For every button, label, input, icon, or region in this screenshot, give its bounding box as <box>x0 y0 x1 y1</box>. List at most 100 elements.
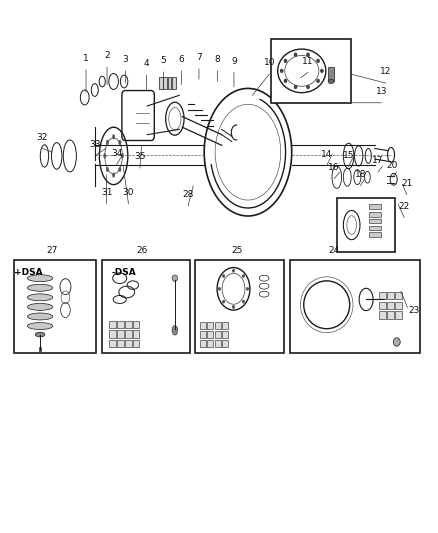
Text: 1: 1 <box>83 54 89 63</box>
Bar <box>172 77 175 90</box>
Text: 12: 12 <box>379 67 391 76</box>
Bar <box>133 330 139 338</box>
Bar <box>214 341 220 348</box>
Bar <box>199 341 205 348</box>
Text: 35: 35 <box>134 152 145 161</box>
Bar <box>386 311 393 319</box>
Ellipse shape <box>106 167 109 172</box>
Bar <box>109 330 116 338</box>
Bar <box>207 341 213 348</box>
Bar <box>117 330 124 338</box>
Ellipse shape <box>306 85 309 89</box>
Bar <box>39 348 41 353</box>
Text: 8: 8 <box>214 55 220 64</box>
Bar <box>163 77 166 90</box>
Bar <box>222 322 228 329</box>
Ellipse shape <box>241 274 244 278</box>
Ellipse shape <box>222 274 224 278</box>
Ellipse shape <box>320 69 323 72</box>
Ellipse shape <box>172 275 177 281</box>
Text: 11: 11 <box>301 56 313 66</box>
Text: 4: 4 <box>143 59 149 68</box>
Bar <box>214 322 220 329</box>
Ellipse shape <box>316 59 319 63</box>
Bar <box>117 321 124 328</box>
Bar <box>378 311 385 319</box>
Ellipse shape <box>279 69 283 72</box>
Text: 2: 2 <box>104 51 110 60</box>
Text: 31: 31 <box>101 188 112 197</box>
Bar <box>109 340 116 348</box>
Bar <box>378 302 385 309</box>
Text: -DSA: -DSA <box>112 268 136 277</box>
Ellipse shape <box>246 287 248 290</box>
Ellipse shape <box>27 303 53 310</box>
Bar <box>368 225 381 230</box>
Bar <box>109 321 116 328</box>
Ellipse shape <box>118 167 121 172</box>
Ellipse shape <box>283 79 286 83</box>
Bar <box>199 332 205 338</box>
Bar <box>195 260 284 353</box>
Text: 3: 3 <box>122 55 128 64</box>
Bar <box>378 292 385 300</box>
Text: 28: 28 <box>182 190 193 199</box>
Ellipse shape <box>232 305 234 309</box>
Ellipse shape <box>103 154 106 158</box>
Ellipse shape <box>106 140 109 145</box>
Ellipse shape <box>27 322 53 329</box>
Bar <box>125 340 131 348</box>
Bar <box>159 77 162 90</box>
Bar <box>117 340 124 348</box>
Text: 10: 10 <box>263 58 275 67</box>
Text: 24: 24 <box>328 246 339 255</box>
Ellipse shape <box>27 294 53 301</box>
Bar <box>133 340 139 348</box>
Bar <box>102 260 189 353</box>
Text: 33: 33 <box>89 140 100 149</box>
Text: 27: 27 <box>46 246 58 255</box>
Text: 21: 21 <box>400 179 412 188</box>
Bar <box>394 302 401 309</box>
Text: 6: 6 <box>178 55 184 64</box>
Ellipse shape <box>218 287 220 290</box>
Text: 23: 23 <box>408 305 419 314</box>
Text: 15: 15 <box>342 151 353 160</box>
Text: 34: 34 <box>111 149 122 158</box>
Bar <box>207 332 213 338</box>
Text: 14: 14 <box>320 150 332 159</box>
Ellipse shape <box>112 134 115 139</box>
Ellipse shape <box>327 79 333 84</box>
Text: 9: 9 <box>230 56 236 66</box>
Ellipse shape <box>293 85 297 89</box>
Ellipse shape <box>172 326 177 335</box>
Bar <box>290 260 419 353</box>
Ellipse shape <box>293 53 297 56</box>
Ellipse shape <box>283 59 286 63</box>
Text: 30: 30 <box>123 188 134 197</box>
Ellipse shape <box>112 173 115 177</box>
Text: 7: 7 <box>196 53 201 62</box>
Bar <box>167 77 171 90</box>
Bar <box>327 67 333 82</box>
Ellipse shape <box>27 274 53 281</box>
Bar <box>222 341 228 348</box>
Text: 13: 13 <box>375 87 386 96</box>
Bar <box>14 260 96 353</box>
Bar <box>368 232 381 237</box>
Text: 32: 32 <box>36 133 48 142</box>
Bar <box>207 322 213 329</box>
Text: 20: 20 <box>386 161 397 170</box>
Bar <box>222 332 228 338</box>
Text: 25: 25 <box>231 246 242 255</box>
Bar <box>368 204 381 209</box>
Text: 18: 18 <box>354 170 365 179</box>
Ellipse shape <box>316 79 319 83</box>
Bar <box>125 330 131 338</box>
Ellipse shape <box>241 300 244 303</box>
Ellipse shape <box>121 154 124 158</box>
Ellipse shape <box>35 332 45 337</box>
Bar <box>386 302 393 309</box>
Ellipse shape <box>27 284 53 291</box>
Text: 26: 26 <box>136 246 147 255</box>
